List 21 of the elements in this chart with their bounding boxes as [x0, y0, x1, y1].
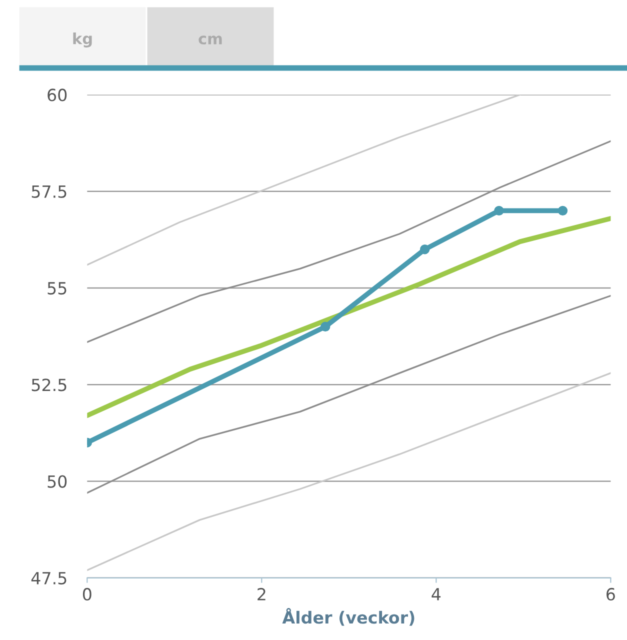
point [558, 206, 568, 216]
x-tick-label: 0 [82, 588, 92, 601]
y-tick-label: 50 [48, 475, 67, 488]
x-tick-label: 4 [432, 588, 441, 600]
text: kg [73, 32, 92, 48]
y-tick-label: 57.5 [32, 186, 66, 198]
line-series [87, 216, 611, 418]
x-axis-title: Ålder (veckor) [282, 608, 414, 626]
point [320, 322, 330, 332]
line-series [87, 94, 521, 266]
point [494, 206, 504, 216]
y-tick-label: 47.5 [31, 572, 66, 584]
y-tick-label: 52.5 [32, 378, 66, 392]
x-tick-label: 2 [258, 588, 266, 600]
line-series [87, 294, 611, 494]
y-tick-label: 55 [48, 282, 66, 295]
y-tick-label: 60 [48, 88, 67, 102]
x-tick-label: 6 [606, 588, 615, 601]
line-series [87, 372, 611, 572]
point [420, 244, 430, 254]
line-series [87, 140, 611, 343]
